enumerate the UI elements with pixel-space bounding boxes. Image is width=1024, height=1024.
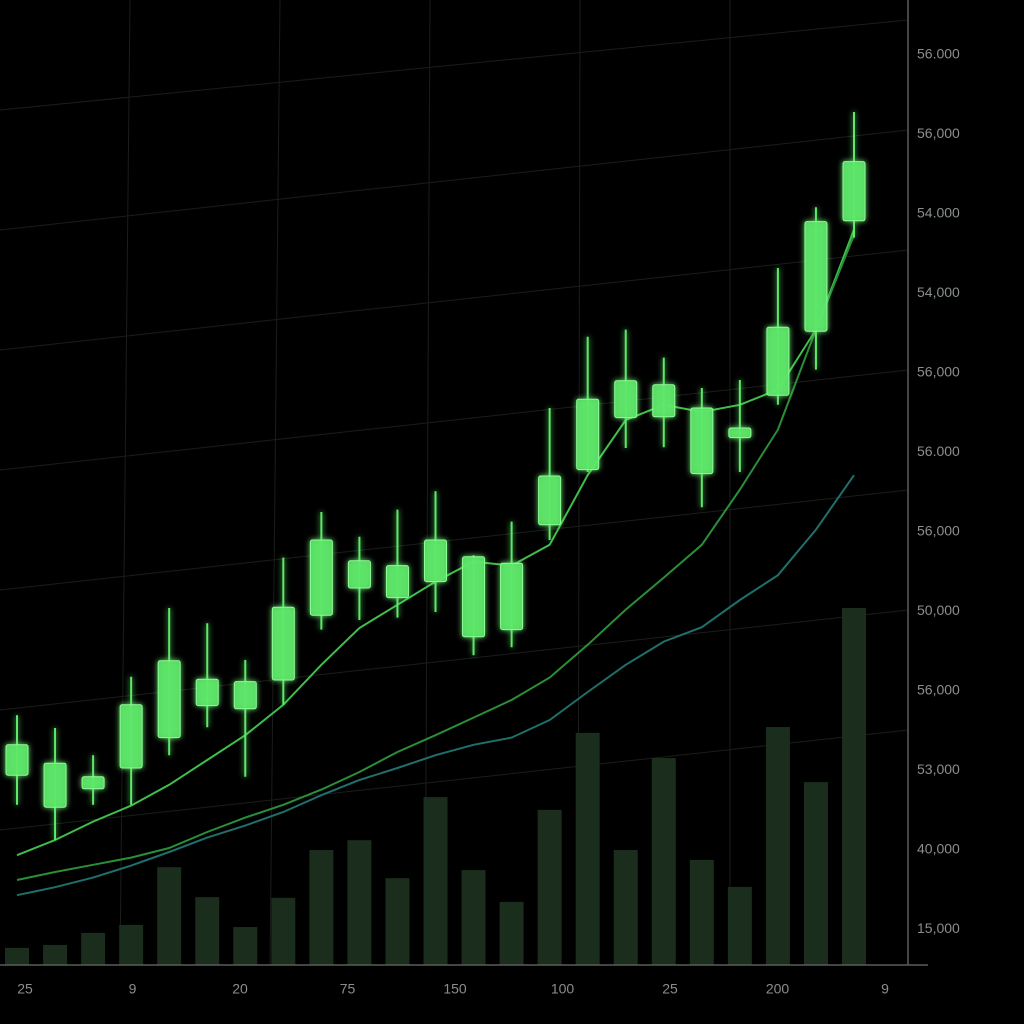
volume-bar: [309, 850, 334, 965]
candle-body: [728, 427, 752, 439]
y-axis-label: 56.000: [917, 443, 960, 459]
volume-bar: [537, 809, 562, 965]
candle-body: [43, 762, 67, 808]
x-axis-label: 200: [766, 981, 790, 997]
y-axis-label: 50,000: [917, 602, 960, 618]
y-axis-label: 56.000: [917, 46, 960, 62]
volume-bar: [119, 924, 144, 965]
y-axis-label: 15,000: [917, 920, 960, 936]
moving-average-line: [16, 234, 855, 881]
x-axis-label: 9: [881, 981, 889, 997]
x-axis-label: 25: [17, 981, 33, 997]
candle-body: [842, 161, 866, 222]
candle-body: [424, 539, 447, 583]
y-axis-label: 53,000: [917, 761, 960, 777]
volume-bar: [385, 878, 410, 965]
x-axis-label: 25: [662, 981, 678, 997]
y-axis-label: 56,000: [917, 682, 960, 698]
volume-bar: [347, 840, 372, 965]
volume-bar: [43, 944, 68, 965]
volume-bar: [461, 870, 486, 965]
volume-layer: [5, 608, 866, 965]
volume-bar: [271, 897, 296, 965]
candle-body: [385, 565, 409, 599]
candle-layer: [5, 112, 866, 840]
moving-average-line: [16, 474, 855, 897]
x-axis-label: 100: [551, 981, 575, 997]
candle-body: [347, 560, 371, 589]
y-axis-label: 54.000: [917, 205, 960, 221]
volume-bar: [81, 932, 106, 965]
volume-bar: [613, 850, 638, 965]
y-axis-label: 56,000: [917, 364, 960, 380]
candle-body: [271, 606, 295, 681]
candle-body: [157, 660, 181, 739]
candle-body: [652, 384, 676, 418]
volume-bar: [765, 727, 790, 965]
volume-bar: [727, 886, 752, 965]
candle-body: [538, 475, 562, 526]
candle-body: [233, 681, 257, 710]
volume-bar: [499, 901, 524, 965]
volume-bar: [423, 797, 448, 965]
y-axis-label: 40,000: [917, 841, 960, 857]
y-axis-label: 56,000: [917, 125, 960, 141]
candle-body: [804, 221, 828, 332]
candle-body: [81, 776, 105, 790]
volume-bar: [157, 867, 182, 965]
x-axis-label: 20: [232, 981, 248, 997]
volume-bar: [195, 897, 220, 965]
candle-body: [119, 704, 143, 769]
y-axis-label: 56,000: [917, 523, 960, 539]
candle-body: [500, 562, 524, 631]
volume-bar: [575, 732, 600, 965]
volume-bar: [689, 859, 714, 965]
candle-body: [766, 326, 790, 396]
label-layer: 56.000 56,000 54.000 54,000 56,000 56.000 56,0…: [17, 46, 960, 997]
candle-body: [309, 539, 333, 616]
candle-body: [690, 407, 714, 475]
candle-body: [576, 398, 600, 471]
volume-bar: [651, 758, 676, 965]
candle-body: [5, 744, 29, 776]
candle-body: [614, 380, 638, 419]
volume-bar: [842, 608, 866, 965]
candle-body: [195, 678, 219, 707]
y-axis-label: 54,000: [917, 284, 960, 300]
volume-bar: [803, 782, 828, 965]
x-axis-label: 9: [129, 981, 137, 997]
volume-bar: [233, 927, 258, 965]
x-axis-label: 150: [443, 981, 467, 997]
volume-bar: [5, 947, 29, 965]
x-axis-label: 75: [340, 981, 356, 997]
candle-body: [462, 556, 486, 638]
